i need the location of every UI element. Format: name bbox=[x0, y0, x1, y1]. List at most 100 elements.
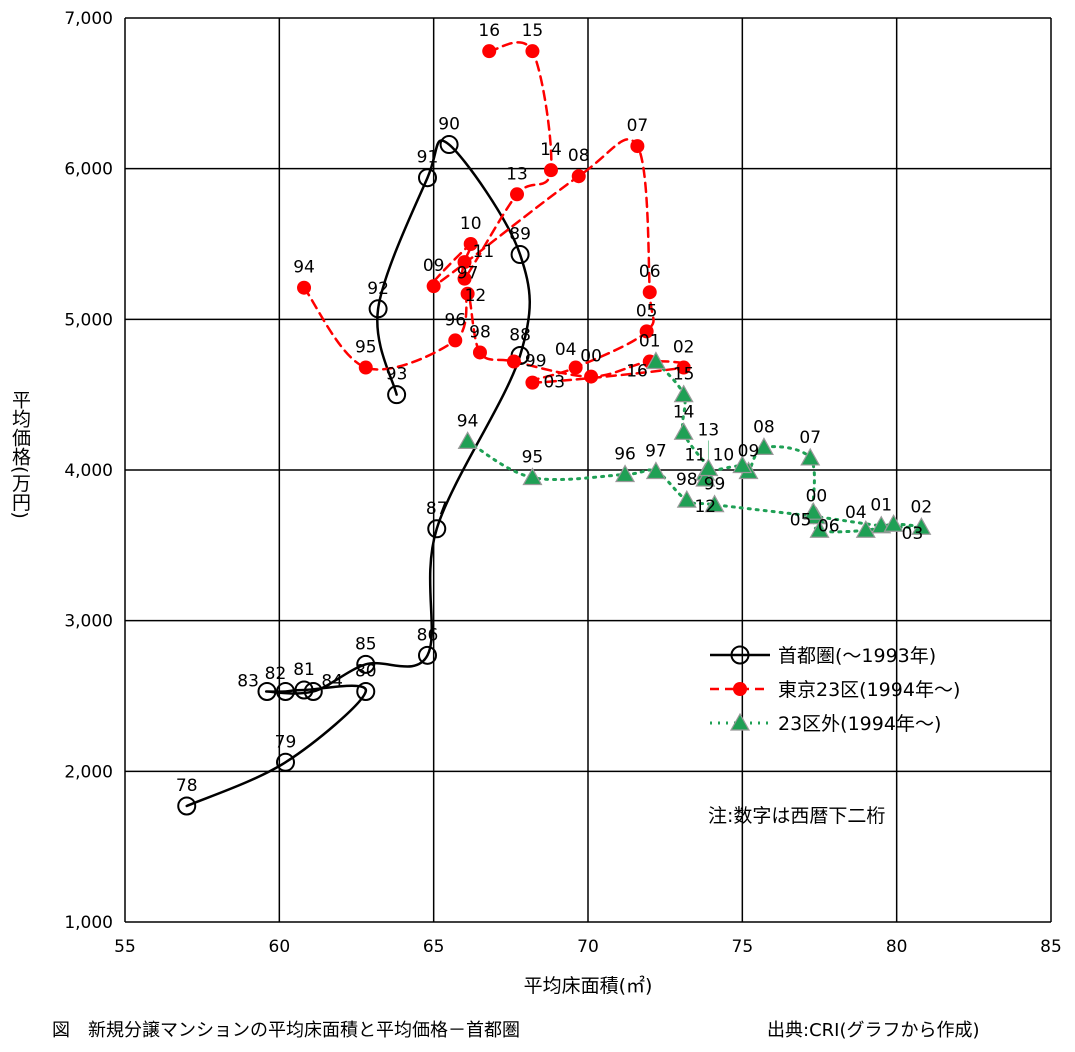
data-point bbox=[704, 494, 725, 513]
series-line-0 bbox=[185, 139, 531, 808]
data-point bbox=[645, 461, 666, 480]
data-label: 04 bbox=[845, 503, 867, 523]
data-label: 86 bbox=[417, 625, 439, 645]
data-point bbox=[543, 163, 558, 178]
data-point bbox=[568, 360, 583, 375]
data-point bbox=[417, 645, 437, 665]
data-label: 07 bbox=[627, 116, 649, 136]
data-label: 10 bbox=[460, 214, 482, 234]
data-label: 03 bbox=[902, 524, 924, 544]
y-tick-label: 1,000 bbox=[64, 913, 113, 933]
data-label: 08 bbox=[568, 146, 590, 166]
data-label: 89 bbox=[509, 225, 531, 245]
data-point bbox=[276, 681, 296, 701]
data-label: 13 bbox=[506, 164, 528, 184]
data-label: 95 bbox=[355, 338, 377, 358]
source-note: 出典:CRI(グラフから作成) bbox=[767, 1020, 980, 1041]
data-labels: 78 79 80 81 82 83 84 85 86 87 88 89 90 91 92 93 94 95 96 97… bbox=[176, 21, 932, 796]
series-markers bbox=[177, 44, 932, 816]
data-point bbox=[803, 501, 824, 520]
y-axis-label: 平均価格(万円) bbox=[9, 390, 31, 519]
data-point bbox=[472, 345, 487, 360]
data-point bbox=[584, 369, 599, 384]
y-tick-label: 2,000 bbox=[64, 762, 113, 782]
data-label: 00 bbox=[580, 347, 602, 367]
data-point bbox=[439, 135, 459, 155]
data-point bbox=[695, 468, 716, 487]
data-point bbox=[676, 489, 697, 508]
y-axis-label-text: 平均価格(万円) bbox=[9, 390, 31, 519]
data-point bbox=[457, 271, 472, 286]
data-label: 09 bbox=[738, 442, 760, 462]
data-label: 92 bbox=[367, 279, 389, 299]
data-label: 11 bbox=[473, 242, 495, 262]
data-point bbox=[525, 44, 540, 59]
legend-marker bbox=[733, 682, 747, 696]
data-point bbox=[358, 360, 373, 375]
data-point bbox=[525, 375, 540, 390]
data-label: 05 bbox=[790, 510, 812, 530]
data-point bbox=[427, 519, 447, 539]
data-point bbox=[257, 681, 277, 701]
data-point bbox=[506, 354, 521, 369]
data-point bbox=[571, 169, 586, 184]
data-label: 03 bbox=[543, 373, 565, 393]
data-label: 99 bbox=[704, 475, 726, 495]
x-tick-label: 70 bbox=[577, 937, 599, 957]
y-tick-label: 7,000 bbox=[64, 9, 113, 29]
data-label: 83 bbox=[237, 671, 259, 691]
data-label: 88 bbox=[509, 325, 531, 345]
data-label: 99 bbox=[525, 352, 547, 372]
data-label: 11 bbox=[684, 446, 706, 466]
data-point bbox=[753, 437, 774, 455]
data-point bbox=[809, 520, 830, 538]
data-point bbox=[426, 279, 441, 294]
data-label: 01 bbox=[870, 496, 892, 516]
data-label: 01 bbox=[639, 332, 661, 352]
data-label: 04 bbox=[555, 340, 577, 360]
data-point bbox=[303, 681, 323, 701]
data-label: 97 bbox=[645, 442, 667, 462]
data-label: 98 bbox=[469, 322, 491, 342]
data-label: 85 bbox=[355, 634, 377, 654]
legend: 首都圏(～1993年) 東京23区(1994年～) 23区外(1994年～) bbox=[710, 645, 960, 735]
y-tick-label: 5,000 bbox=[64, 310, 113, 330]
x-axis-label: 平均床面積(㎡) bbox=[524, 974, 653, 997]
data-point bbox=[911, 517, 932, 535]
grid: 55 60 65 70 75 80 85 1,000 2,000 3,000 4,000 5,000 6… bbox=[64, 9, 1061, 957]
data-point bbox=[356, 654, 376, 674]
data-label: 09 bbox=[423, 256, 445, 276]
x-tick-label: 85 bbox=[1040, 937, 1062, 957]
data-point bbox=[645, 351, 666, 370]
data-label: 15 bbox=[522, 21, 544, 41]
y-tick-label: 3,000 bbox=[64, 612, 113, 632]
data-label: 12 bbox=[694, 497, 716, 517]
data-label: 97 bbox=[457, 264, 479, 284]
data-label: 08 bbox=[753, 417, 775, 437]
data-label: 07 bbox=[799, 428, 821, 448]
data-point bbox=[855, 520, 876, 538]
data-label: 10 bbox=[713, 445, 735, 465]
data-point bbox=[177, 796, 197, 816]
data-label: 78 bbox=[176, 776, 198, 796]
y-tick-label: 6,000 bbox=[64, 160, 113, 180]
data-point bbox=[457, 431, 478, 449]
data-label: 91 bbox=[417, 148, 439, 168]
data-label: 00 bbox=[806, 487, 828, 507]
data-point bbox=[387, 385, 407, 405]
data-label: 98 bbox=[676, 470, 698, 490]
data-point bbox=[368, 299, 388, 319]
data-label: 84 bbox=[321, 671, 343, 691]
data-point bbox=[642, 285, 657, 300]
data-label: 96 bbox=[614, 445, 636, 465]
data-label: 13 bbox=[698, 420, 720, 440]
data-label: 16 bbox=[478, 21, 500, 41]
data-point bbox=[356, 681, 376, 701]
data-label: 06 bbox=[639, 262, 661, 282]
data-point bbox=[639, 324, 654, 339]
data-label: 90 bbox=[438, 115, 460, 135]
data-point bbox=[673, 384, 694, 403]
data-point bbox=[698, 458, 719, 477]
legend-label: 23区外(1994年～) bbox=[778, 713, 941, 735]
data-label: 93 bbox=[386, 365, 408, 385]
